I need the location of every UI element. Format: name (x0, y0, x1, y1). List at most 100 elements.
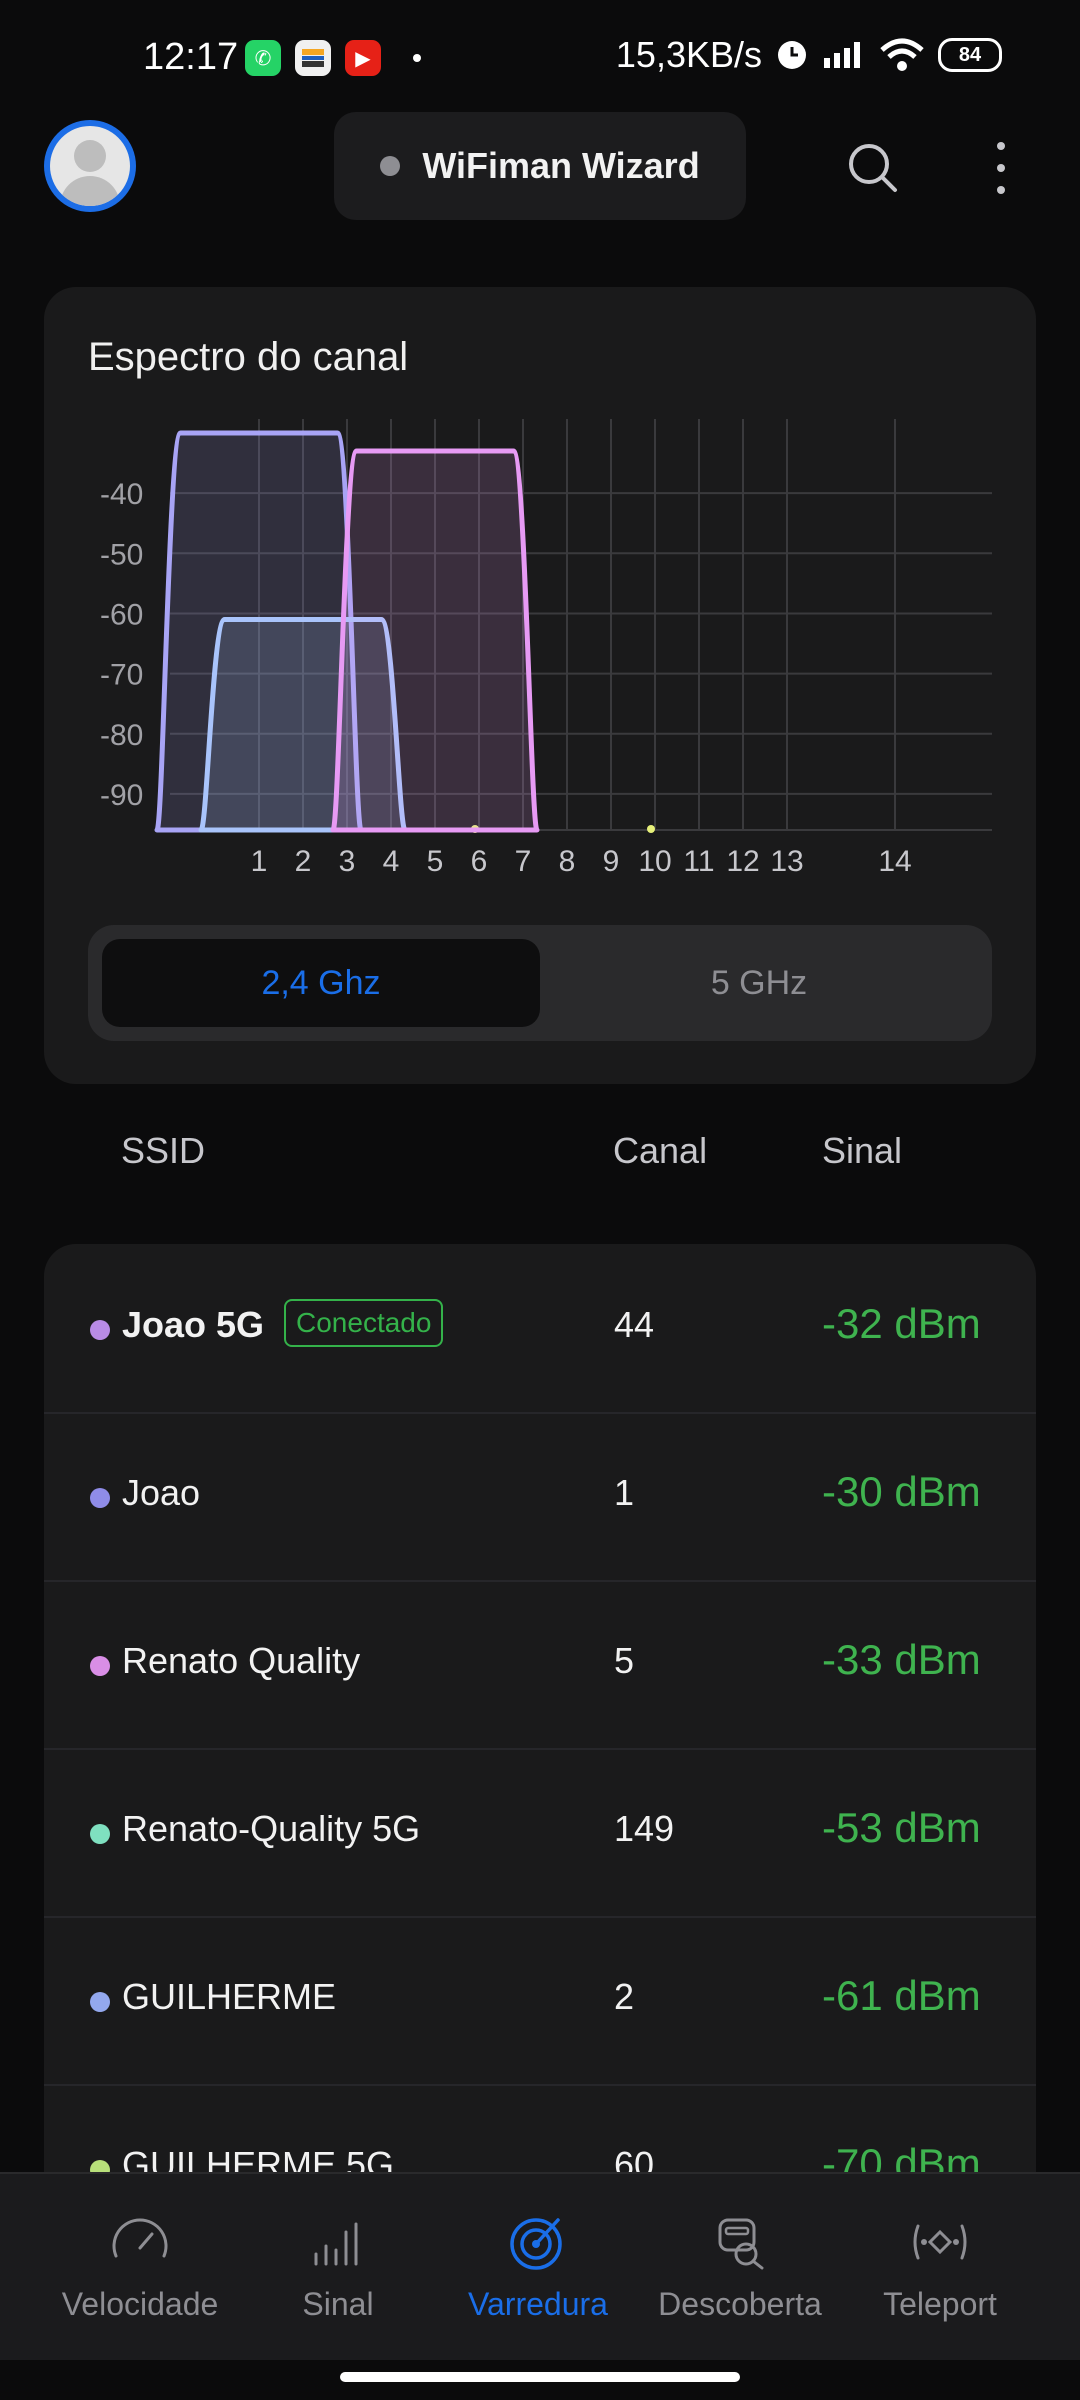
network-list: Joao 5G Conectado 44 -32 dBm Joao 1 -30 … (44, 1244, 1036, 2174)
nav-label: Velocidade (61, 2286, 219, 2322)
avatar[interactable] (44, 120, 136, 212)
x-tick-label: 8 (559, 845, 576, 878)
y-tick-label: -60 (100, 598, 143, 631)
list-item[interactable]: Joao 5G Conectado 44 -32 dBm (44, 1244, 1036, 1414)
column-header-channel[interactable]: Canal (613, 1130, 708, 1171)
tab-5ghz[interactable]: 5 GHz (710, 963, 808, 1002)
y-tick-label: -50 (100, 538, 143, 571)
network-ssid: Renato Quality (122, 1640, 361, 1681)
status-bar: 12:17 ✆ ▶ 15,3KB/s 84 (0, 0, 1080, 120)
weak-network-marker (647, 825, 655, 833)
network-signal: -30 dBm (822, 1468, 981, 1515)
network-signal: -70 dBm (822, 2140, 981, 2174)
nav-label: Teleport (883, 2286, 997, 2322)
network-signal: -33 dBm (822, 1636, 981, 1683)
nav-descoberta[interactable]: Descoberta (640, 2174, 840, 2360)
network-spectrum-curve (198, 616, 408, 833)
radar-icon (510, 2218, 562, 2270)
spectrum-chart: -40-50-60-70-80-901 2 3 4 5 6 7 8 9 10 11 12 13 14 (100, 419, 992, 878)
network-ssid: Renato-Quality 5G (122, 1808, 421, 1849)
card-title: Espectro do canal (88, 335, 409, 379)
y-tick-label: -70 (100, 659, 143, 692)
x-tick-label: 11 (683, 845, 714, 878)
wifi-icon (880, 38, 924, 71)
more-options-icon[interactable] (986, 140, 1016, 196)
network-signal: -53 dBm (822, 1804, 981, 1851)
whatsapp-icon: ✆ (245, 40, 281, 76)
nav-label: Descoberta (658, 2286, 822, 2322)
list-item[interactable]: Joao 1 -30 dBm (44, 1412, 1036, 1582)
x-tick-label: 12 (726, 845, 759, 878)
teleport-icon (913, 2224, 967, 2260)
list-item[interactable]: Renato Quality 5 -33 dBm (44, 1580, 1036, 1750)
discovery-icon (718, 2218, 764, 2270)
network-signal: -61 dBm (822, 1972, 981, 2019)
y-tick-label: -90 (100, 779, 143, 812)
x-tick-label: 14 (878, 845, 911, 878)
notification-icons: ✆ ▶ (245, 40, 421, 76)
column-header-ssid[interactable]: SSID (121, 1130, 206, 1171)
network-speed: 15,3KB/s (615, 34, 762, 75)
nav-teleport[interactable]: Teleport (840, 2174, 1040, 2360)
bottom-navigation: Velocidade Sinal Varredura Descoberta (0, 2172, 1080, 2360)
network-channel: 5 (614, 1640, 635, 1681)
battery-indicator: 84 (938, 38, 1002, 72)
network-color-dot (90, 1320, 110, 1340)
network-ssid: Joao (122, 1472, 201, 1513)
network-channel: 2 (614, 1976, 635, 2017)
network-color-dot (90, 1656, 110, 1676)
band-selector: 2,4 Ghz 5 GHz (88, 925, 992, 1041)
speedometer-icon (112, 2218, 168, 2258)
network-channel: 44 (614, 1304, 655, 1345)
channel-spectrum-card: Espectro do canal -40 -50 -60 -70 -80 -90 1 2 3 4… (44, 287, 1036, 1084)
network-ssid: GUILHERME (122, 1976, 337, 2017)
clock: 12:17 (143, 36, 239, 78)
network-color-dot (90, 1824, 110, 1844)
network-ssid: Joao 5G (122, 1304, 265, 1345)
list-item[interactable]: Renato-Quality 5G 149 -53 dBm (44, 1748, 1036, 1918)
x-tick-label: 13 (770, 845, 803, 878)
x-tick-label: 6 (471, 845, 488, 878)
network-ssid: GUILHERME 5G (122, 2144, 395, 2174)
app-title: WiFiman Wizard (422, 145, 700, 186)
x-tick-label: 3 (339, 845, 356, 878)
network-color-dot (90, 1992, 110, 2012)
network-color-dot (90, 1488, 110, 1508)
network-signal: -32 dBm (822, 1300, 981, 1347)
device-selector[interactable]: WiFiman Wizard (334, 112, 746, 220)
network-channel: 60 (614, 2144, 655, 2174)
nav-varredura[interactable]: Varredura (438, 2174, 638, 2360)
x-tick-label: 7 (515, 845, 532, 878)
list-item[interactable]: GUILHERME 5G 60 -70 dBm (44, 2084, 1036, 2174)
more-notifications-dot (413, 54, 421, 62)
home-indicator[interactable] (340, 2372, 740, 2382)
nav-label: Varredura (468, 2286, 608, 2322)
y-tick-label: -80 (100, 719, 143, 752)
network-spectrum-curve (330, 448, 540, 833)
search-icon[interactable] (845, 140, 899, 194)
x-tick-label: 9 (603, 845, 620, 878)
list-item[interactable]: GUILHERME 2 -61 dBm (44, 1916, 1036, 2086)
nav-label: Sinal (302, 2286, 374, 2322)
x-tick-label: 1 (251, 845, 268, 878)
x-tick-label: 10 (638, 845, 671, 878)
app-notification-icon (295, 40, 331, 76)
network-color-dot (90, 2160, 110, 2174)
cell-signal-icon (824, 42, 860, 68)
nav-sinal[interactable]: Sinal (238, 2174, 438, 2360)
tab-2-4ghz[interactable]: 2,4 Ghz (102, 939, 540, 1027)
x-tick-label: 2 (295, 845, 312, 878)
signal-bars-icon (314, 2222, 358, 2266)
y-tick-label: -40 (100, 478, 143, 511)
network-channel: 149 (614, 1808, 675, 1849)
avatar-placeholder-icon (50, 126, 130, 206)
alarm-icon (778, 41, 806, 69)
x-tick-label: 4 (383, 845, 400, 878)
x-tick-label: 5 (427, 845, 444, 878)
nav-velocidade[interactable]: Velocidade (40, 2174, 240, 2360)
youtube-icon: ▶ (345, 40, 381, 76)
column-header-signal[interactable]: Sinal (822, 1130, 903, 1171)
connected-badge: Conectado (284, 1299, 444, 1347)
status-dot (380, 156, 401, 176)
network-channel: 1 (614, 1472, 635, 1513)
